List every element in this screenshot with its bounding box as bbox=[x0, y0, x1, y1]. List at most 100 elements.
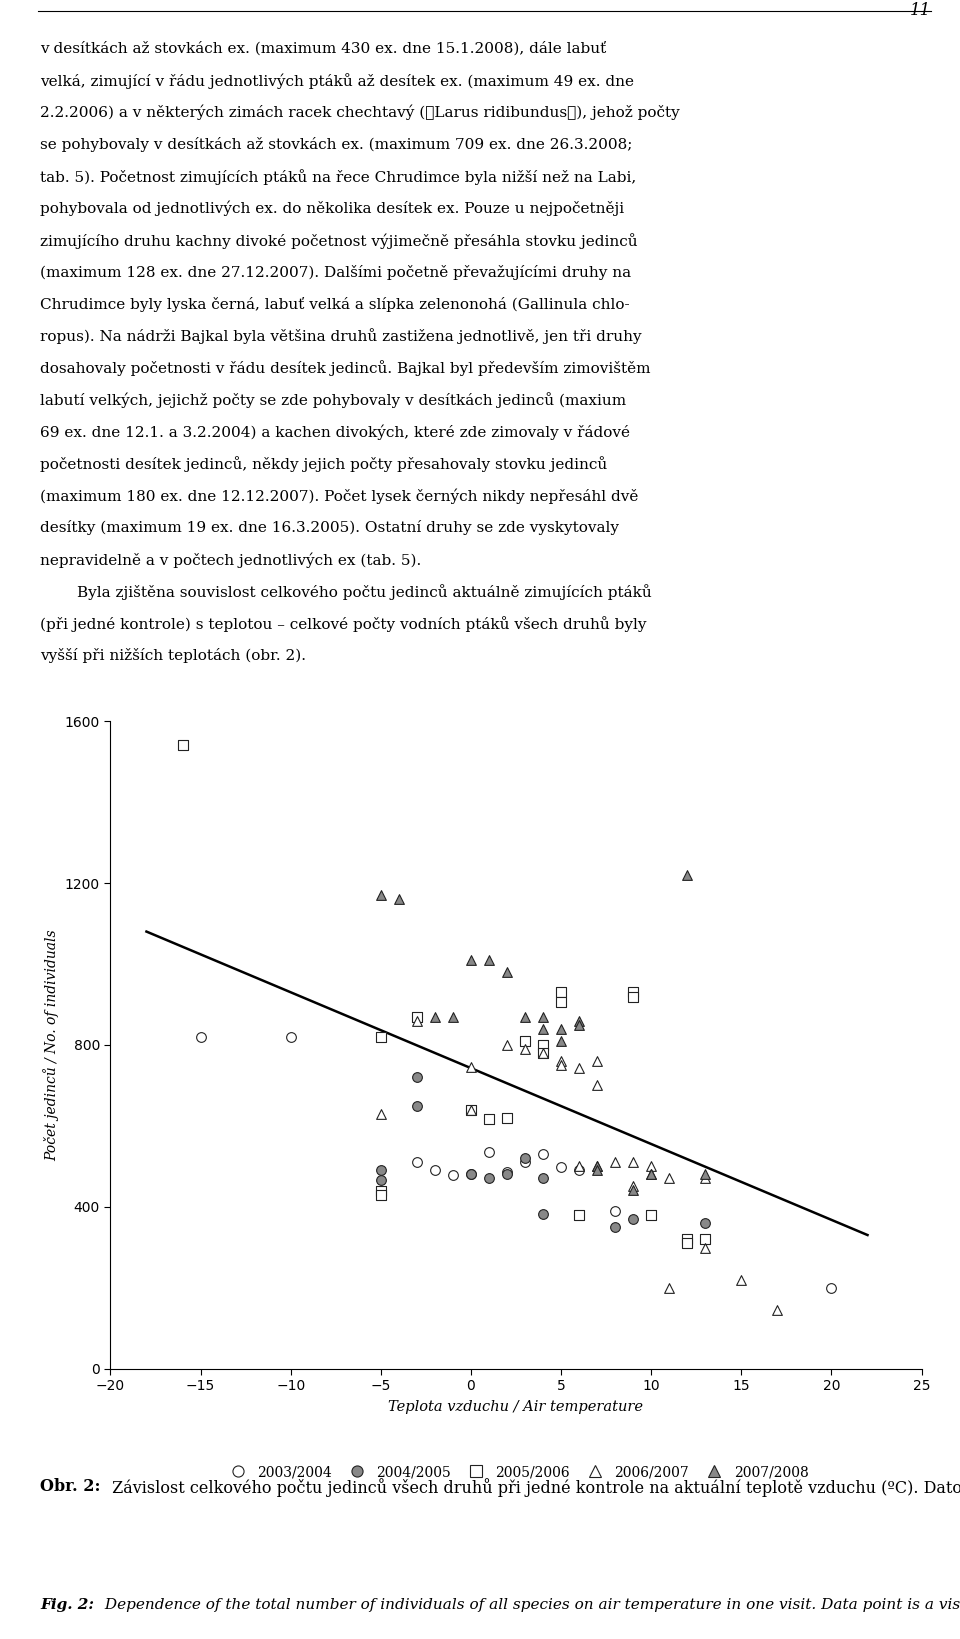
Text: desítky (maximum 19 ex. dne 16.3.2005). Ostatní druhy se zde vyskytovaly: desítky (maximum 19 ex. dne 16.3.2005). … bbox=[40, 521, 619, 536]
Point bbox=[409, 1149, 424, 1175]
Point bbox=[698, 1210, 713, 1236]
Point bbox=[571, 1011, 587, 1037]
Point bbox=[698, 1165, 713, 1192]
Point bbox=[427, 1157, 443, 1183]
Point bbox=[517, 1036, 533, 1062]
Point bbox=[553, 990, 568, 1016]
Point bbox=[409, 1064, 424, 1090]
Point bbox=[499, 1033, 515, 1059]
Point bbox=[536, 1141, 551, 1167]
Point bbox=[626, 983, 641, 1010]
Point bbox=[373, 882, 389, 908]
Text: ropus). Na nádrži Bajkal byla většina druhů zastižena jednotlivě, jen tři druhy: ropus). Na nádrži Bajkal byla většina dr… bbox=[40, 328, 642, 344]
Point bbox=[553, 1154, 568, 1180]
Point bbox=[464, 1096, 479, 1123]
Text: Dependence of the total number of individuals of all species on air temperature : Dependence of the total number of indivi… bbox=[100, 1598, 960, 1613]
Point bbox=[680, 862, 695, 888]
Point bbox=[553, 978, 568, 1005]
Text: se pohybovaly v desítkách až stovkách ex. (maximum 709 ex. dne 26.3.2008;: se pohybovaly v desítkách až stovkách ex… bbox=[40, 138, 633, 152]
Point bbox=[517, 1146, 533, 1172]
Point bbox=[464, 1160, 479, 1187]
Point bbox=[643, 1201, 659, 1228]
Point bbox=[409, 1003, 424, 1029]
Point bbox=[517, 1003, 533, 1029]
Point bbox=[589, 1157, 605, 1183]
Point bbox=[481, 947, 496, 974]
Point bbox=[680, 1229, 695, 1255]
Point bbox=[536, 1033, 551, 1059]
Point bbox=[824, 1275, 839, 1301]
Point bbox=[499, 1159, 515, 1185]
Text: vyšší při nižších teplotách (obr. 2).: vyšší při nižších teplotách (obr. 2). bbox=[40, 647, 306, 664]
Text: v desítkách až stovkách ex. (maximum 430 ex. dne 15.1.2008), dále labuť: v desítkách až stovkách ex. (maximum 430… bbox=[40, 41, 607, 56]
Point bbox=[517, 1149, 533, 1175]
Text: dosahovaly početnosti v řádu desítek jedinců. Bajkal byl především zimovištěm: dosahovaly početnosti v řádu desítek jed… bbox=[40, 361, 651, 377]
Point bbox=[445, 1162, 461, 1188]
Point bbox=[698, 1234, 713, 1260]
Point bbox=[391, 887, 406, 913]
Point bbox=[373, 1177, 389, 1203]
Text: (maximum 180 ex. dne 12.12.2007). Počet lysek černých nikdy nepřesáhl dvě: (maximum 180 ex. dne 12.12.2007). Počet … bbox=[40, 488, 638, 503]
Point bbox=[626, 1177, 641, 1203]
Point bbox=[175, 733, 190, 759]
Point bbox=[409, 1093, 424, 1119]
Point bbox=[373, 1182, 389, 1208]
Point bbox=[445, 1003, 461, 1029]
Text: pohybovala od jednotlivých ex. do několika desítek ex. Pouze u nejpočetněji: pohybovala od jednotlivých ex. do několi… bbox=[40, 202, 624, 216]
Point bbox=[283, 1024, 299, 1051]
Point bbox=[733, 1267, 749, 1293]
Point bbox=[608, 1149, 623, 1175]
Point bbox=[589, 1154, 605, 1180]
Point bbox=[536, 1003, 551, 1029]
Point bbox=[608, 1214, 623, 1241]
Point bbox=[553, 1016, 568, 1042]
Point bbox=[643, 1160, 659, 1187]
Point bbox=[427, 1003, 443, 1029]
Text: Obr. 2:: Obr. 2: bbox=[40, 1478, 101, 1495]
Text: (maximum 128 ex. dne 27.12.2007). Dalšími početně převažujícími druhy na: (maximum 128 ex. dne 27.12.2007). Dalším… bbox=[40, 264, 632, 280]
Point bbox=[589, 1047, 605, 1074]
Point bbox=[193, 1024, 208, 1051]
Point bbox=[536, 1165, 551, 1192]
Point bbox=[499, 959, 515, 985]
Point bbox=[464, 1096, 479, 1123]
Point bbox=[553, 1052, 568, 1078]
Point bbox=[643, 1154, 659, 1180]
X-axis label: Teplota vzduchu / Air temperature: Teplota vzduchu / Air temperature bbox=[389, 1400, 643, 1414]
Point bbox=[373, 1182, 389, 1208]
Point bbox=[661, 1275, 677, 1301]
Point bbox=[571, 1008, 587, 1034]
Point bbox=[373, 1157, 389, 1183]
Point bbox=[626, 978, 641, 1005]
Point bbox=[589, 1154, 605, 1180]
Legend: 2003/2004, 2004/2005, 2005/2006, 2006/2007, 2007/2008: 2003/2004, 2004/2005, 2005/2006, 2006/20… bbox=[218, 1460, 814, 1485]
Point bbox=[608, 1198, 623, 1224]
Text: Závislost celkového počtu jedinců všech druhů při jedné kontrole na aktuální tep: Závislost celkového počtu jedinců všech … bbox=[107, 1478, 960, 1498]
Point bbox=[571, 1201, 587, 1228]
Point bbox=[536, 1039, 551, 1065]
Text: zimujícího druhu kachny divoké početnost výjimečně přesáhla stovku jedinců: zimujícího druhu kachny divoké početnost… bbox=[40, 233, 638, 249]
Point bbox=[626, 1206, 641, 1233]
Text: Chrudimce byly lyska černá, labuť velká a slípka zelenonohá (Gallinula chlo-: Chrudimce byly lyska černá, labuť velká … bbox=[40, 297, 630, 311]
Point bbox=[481, 1139, 496, 1165]
Point bbox=[464, 1160, 479, 1187]
Point bbox=[553, 1047, 568, 1074]
Point bbox=[680, 1226, 695, 1252]
Point bbox=[481, 1164, 496, 1190]
Text: 11: 11 bbox=[910, 3, 931, 20]
Text: početnosti desítek jedinců, někdy jejich počty přesahovaly stovku jedinců: početnosti desítek jedinců, někdy jejich… bbox=[40, 456, 608, 472]
Point bbox=[571, 1157, 587, 1183]
Point bbox=[698, 1226, 713, 1252]
Point bbox=[481, 1105, 496, 1131]
Point bbox=[571, 1154, 587, 1180]
Point bbox=[499, 1160, 515, 1187]
Text: labutí velkých, jejichž počty se zde pohybovaly v desítkách jedinců (maxium: labutí velkých, jejichž počty se zde poh… bbox=[40, 393, 627, 408]
Point bbox=[409, 1008, 424, 1034]
Point bbox=[536, 1201, 551, 1228]
Point bbox=[643, 1160, 659, 1187]
Point bbox=[373, 1024, 389, 1051]
Text: 69 ex. dne 12.1. a 3.2.2004) a kachen divokých, které zde zimovaly v řádové: 69 ex. dne 12.1. a 3.2.2004) a kachen di… bbox=[40, 425, 631, 439]
Point bbox=[464, 947, 479, 974]
Text: 2.2.2006) a v některých zimách racek chechtavý (Larus ridibundus), jehož počty: 2.2.2006) a v některých zimách racek che… bbox=[40, 105, 680, 120]
Point bbox=[517, 1028, 533, 1054]
